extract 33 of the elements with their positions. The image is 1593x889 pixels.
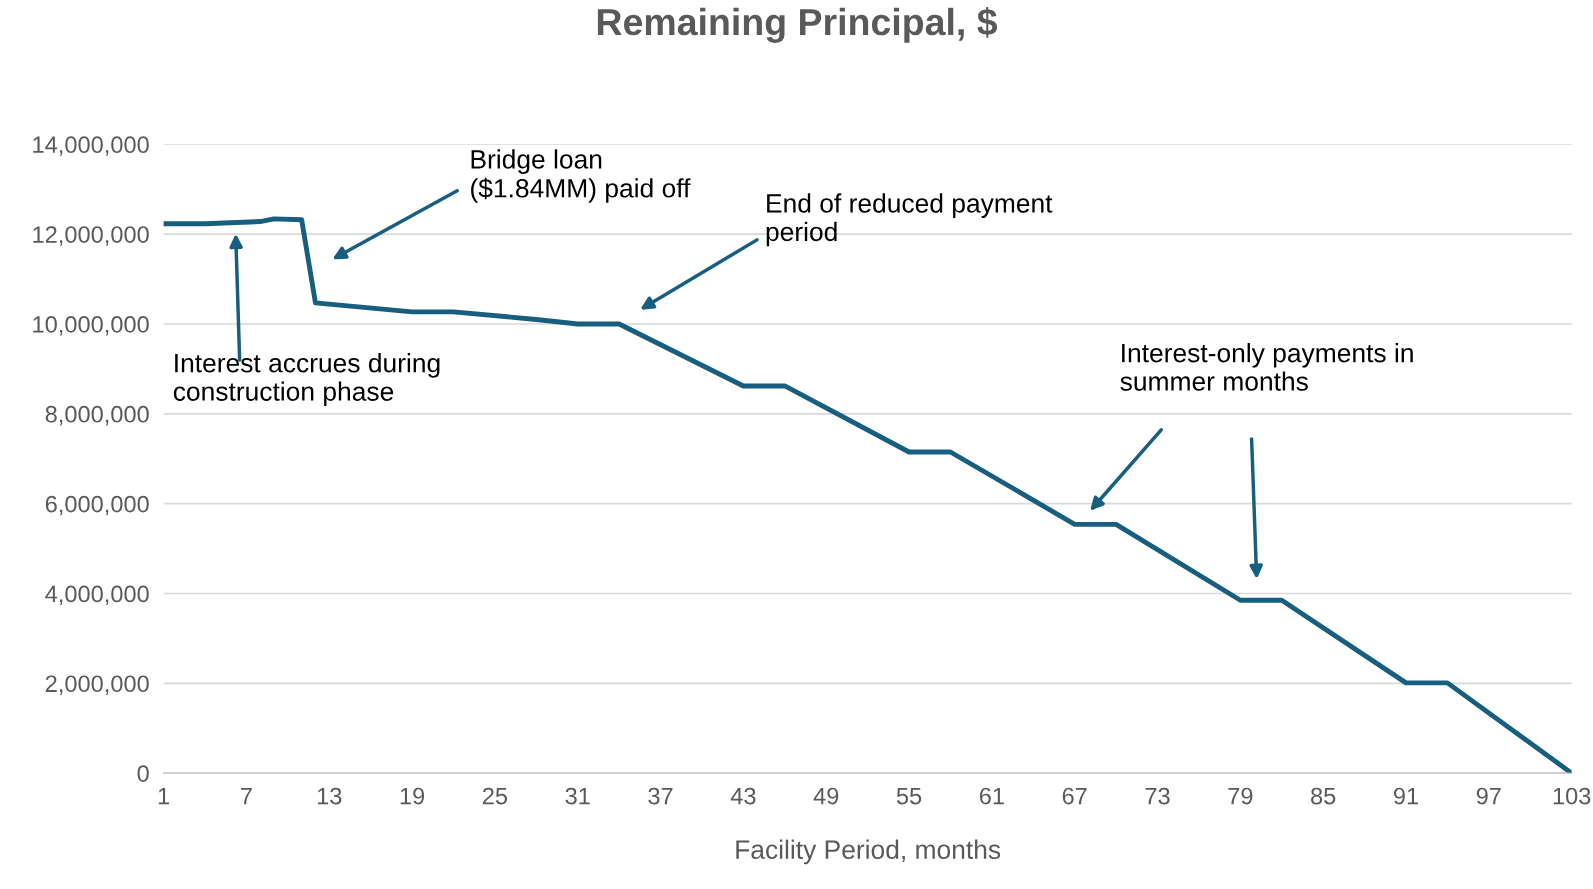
x-tick-label: 55 <box>896 787 922 805</box>
annotation: Interest accrues during construction phase <box>173 353 440 407</box>
x-tick-label: 85 <box>1311 787 1336 805</box>
x-tick-label: 1 <box>158 787 170 805</box>
y-tick-label: 10,000,000 <box>33 316 149 336</box>
x-tick-label: 19 <box>400 787 425 805</box>
x-tick-label: 43 <box>730 787 756 805</box>
y-tick-label: 14,000,000 <box>33 136 149 156</box>
x-tick-label: 67 <box>1062 787 1087 805</box>
annotation: Bridge loan ($1.84MM) paid off <box>471 149 691 203</box>
x-tick-label: 13 <box>317 787 342 805</box>
y-tick-label: 6,000,000 <box>45 495 149 516</box>
annotation: Interest-only payments in summer months <box>1120 343 1413 391</box>
x-tick-label: 49 <box>813 787 839 805</box>
y-tick-label: 12,000,000 <box>33 226 149 246</box>
x-tick-label: 73 <box>1145 787 1170 805</box>
y-tick-label: 8,000,000 <box>45 405 149 426</box>
x-tick-label: 37 <box>648 787 673 805</box>
x-tick-label: 25 <box>482 787 508 805</box>
x-axis-title: Facility Period, months <box>736 839 1001 865</box>
x-tick-label: 91 <box>1393 787 1418 805</box>
x-tick-label: 103 <box>1553 787 1591 805</box>
y-tick-label: 0 <box>137 765 149 782</box>
x-tick-label: 79 <box>1228 787 1253 805</box>
y-tick-label: 2,000,000 <box>45 675 149 695</box>
x-tick-label: 97 <box>1476 787 1501 805</box>
x-tick-label: 31 <box>565 787 590 805</box>
chart-title: Remaining Principal, $ <box>597 7 998 43</box>
x-tick-label: 7 <box>241 787 252 805</box>
line-series <box>163 216 1572 774</box>
x-tick-label: 61 <box>979 787 1004 805</box>
annotation: End of reduced payment period <box>766 193 1053 247</box>
y-tick-label: 4,000,000 <box>45 585 149 606</box>
